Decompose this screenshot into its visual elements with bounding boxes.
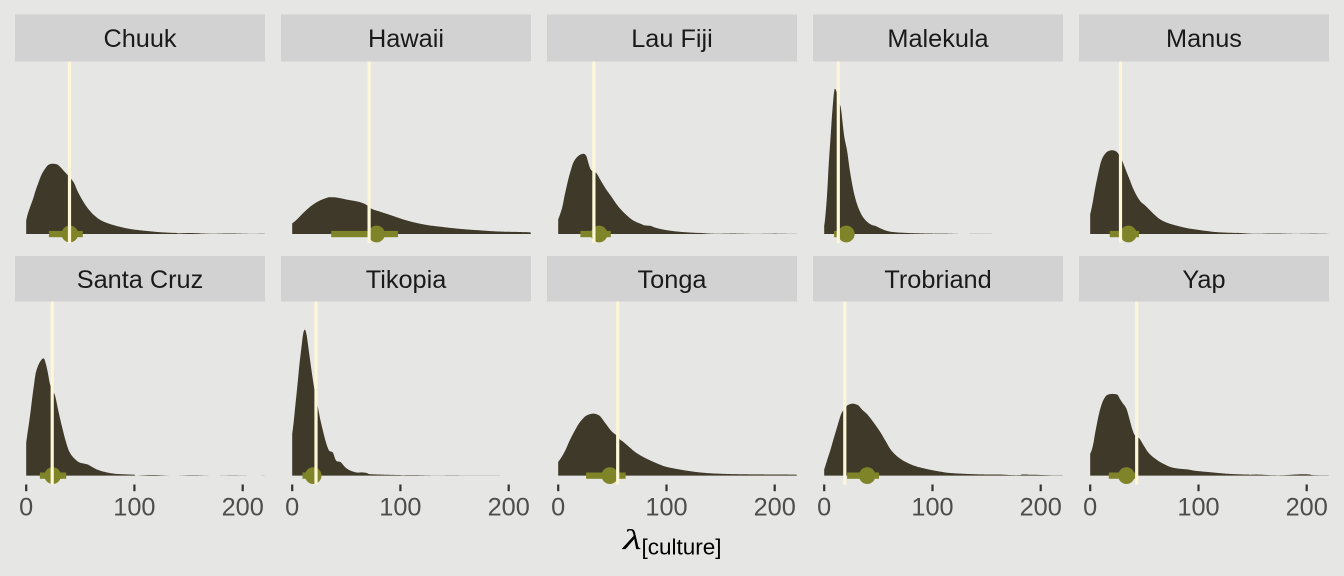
svg-text:Yap: Yap — [1182, 266, 1225, 294]
svg-text:0: 0 — [551, 494, 565, 522]
svg-text:Trobriand: Trobriand — [884, 266, 991, 294]
svg-text:200: 200 — [222, 494, 264, 522]
svg-text:Malekula: Malekula — [887, 25, 989, 53]
svg-text:200: 200 — [754, 494, 796, 522]
svg-text:200: 200 — [1020, 494, 1062, 522]
svg-text:λ: λ — [622, 524, 642, 556]
svg-text:0: 0 — [285, 494, 299, 522]
svg-text:Manus: Manus — [1166, 25, 1242, 53]
svg-text:Tikopia: Tikopia — [366, 266, 448, 294]
svg-text:100: 100 — [379, 494, 421, 522]
svg-text:200: 200 — [1286, 494, 1328, 522]
svg-text:Santa Cruz: Santa Cruz — [77, 266, 204, 294]
svg-text:Lau Fiji: Lau Fiji — [631, 25, 713, 53]
svg-text:100: 100 — [113, 494, 155, 522]
svg-text:0: 0 — [19, 494, 33, 522]
svg-text:0: 0 — [1083, 494, 1097, 522]
svg-text:200: 200 — [488, 494, 530, 522]
svg-text:[culture]: [culture] — [642, 535, 722, 560]
svg-text:100: 100 — [911, 494, 953, 522]
svg-text:Chuuk: Chuuk — [103, 25, 176, 53]
svg-text:100: 100 — [1177, 494, 1219, 522]
svg-text:Tonga: Tonga — [638, 266, 708, 294]
svg-text:0: 0 — [817, 494, 831, 522]
svg-text:Hawaii: Hawaii — [368, 25, 444, 53]
svg-text:100: 100 — [645, 494, 687, 522]
